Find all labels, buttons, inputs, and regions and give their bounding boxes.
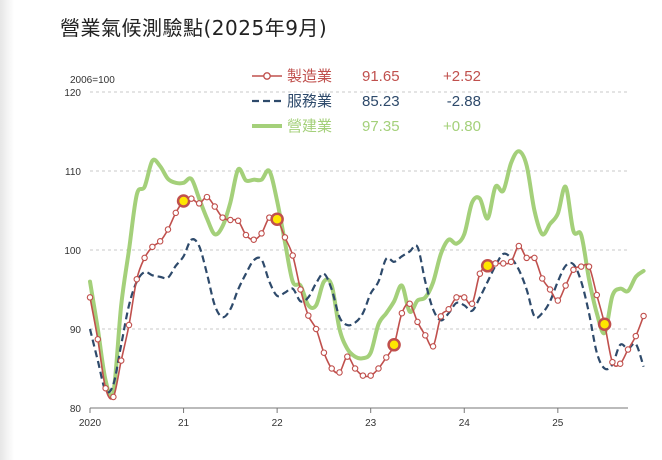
highlight-point [597,317,612,332]
data-point [367,372,374,379]
y-tick-label: 110 [65,167,81,178]
data-point [492,260,499,267]
data-point [94,336,102,343]
unit-label: 2006=100 [70,75,115,86]
data-point [538,275,546,282]
x-tick-label: 23 [365,418,377,429]
x-tick-label: 21 [178,418,190,429]
data-point [149,243,156,251]
legend-marker-manufacturing [263,72,271,80]
data-point [133,275,141,283]
data-point [585,263,593,270]
series-line-construction [88,149,646,400]
y-tick-label: 90 [70,325,82,336]
legend-latest-value: 85.23 [362,93,400,110]
left-edge-shade [0,0,14,460]
data-point [344,353,351,360]
data-point [281,234,289,241]
data-point [312,325,320,333]
legend-change-value: -2.88 [447,93,481,110]
data-point [234,217,242,225]
data-point [336,369,343,376]
data-point [110,393,117,401]
data-point [102,384,109,392]
legend-change-value: +0.80 [443,118,481,135]
page-title: 營業氣候測驗點(2025年9月) [60,16,328,40]
data-point [227,216,234,224]
data-point [507,258,515,266]
series-line-manufacturing [89,196,645,400]
data-point [156,238,164,245]
data-point [320,349,328,356]
data-point [258,230,265,237]
data-point [468,300,476,307]
data-point [242,231,250,239]
data-point [305,312,312,319]
x-tick-label: 25 [552,418,564,429]
data-point [577,263,585,270]
y-tick-label: 80 [70,404,82,415]
y-tick-label: 100 [64,246,81,257]
data-point [562,282,569,289]
data-point [523,254,530,262]
data-point [398,309,406,317]
data-point [593,291,601,299]
data-point [289,252,296,259]
data-point [117,357,125,364]
highlight-point [270,212,284,226]
x-tick-label: 2020 [79,418,102,429]
data-point [297,286,304,293]
x-tick-label: 22 [272,418,284,429]
data-point [546,286,554,293]
data-point [640,312,647,320]
legend-label: 製造業 [287,67,332,85]
data-point [437,313,445,320]
data-point [250,236,257,243]
data-point [141,254,148,262]
legend-latest-value: 91.65 [362,68,400,85]
data-point [624,346,632,353]
data-point [499,260,507,267]
data-point [632,332,640,340]
data-point [476,270,484,277]
x-tick-label: 24 [459,418,471,429]
data-point [554,297,562,304]
series-line-services [88,238,645,394]
data-point [453,294,460,301]
data-point [211,203,219,210]
highlight-point [387,338,401,352]
data-point [195,200,203,207]
legend-change-value: +2.52 [443,68,481,85]
data-point [375,365,382,372]
data-point [125,321,133,329]
data-point [219,214,226,221]
data-point [359,372,367,379]
data-point [616,360,624,368]
data-point [406,300,413,307]
highlight-point [480,259,495,273]
highlight-point [176,194,191,208]
data-point [328,365,335,372]
data-point [570,266,577,273]
y-tick-label: 120 [64,88,81,99]
data-point [188,195,195,202]
legend-latest-value: 97.35 [362,118,400,135]
data-point [445,305,452,313]
data-point [609,358,616,366]
data-point [414,318,421,326]
data-point [351,365,359,372]
legend-label: 營建業 [287,117,332,135]
data-point [164,226,172,233]
legend-label: 服務業 [287,92,332,110]
data-point [422,332,429,339]
data-point [383,354,390,361]
data-point [203,193,211,201]
data-point [531,254,538,262]
data-point [461,294,468,301]
data-point [86,294,94,301]
data-point [429,343,437,350]
data-point [515,242,523,250]
data-point [172,209,180,217]
